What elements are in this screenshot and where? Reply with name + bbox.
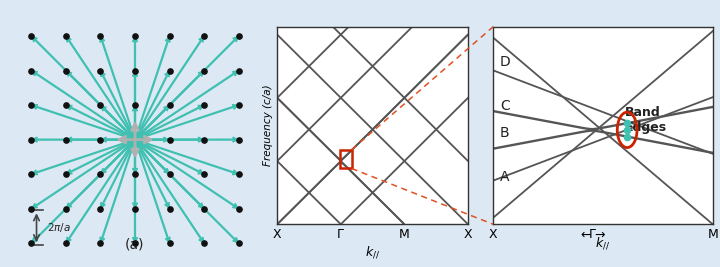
Text: C: C [500, 99, 510, 113]
Text: D: D [500, 55, 510, 69]
X-axis label: $k_{//}$: $k_{//}$ [595, 235, 611, 251]
Text: B: B [500, 126, 510, 140]
Text: $\leftarrow$: $\leftarrow$ [578, 228, 592, 241]
X-axis label: $k_{//}$: $k_{//}$ [365, 244, 380, 260]
Text: A: A [500, 170, 509, 184]
Text: $2\pi/a$: $2\pi/a$ [47, 221, 71, 234]
Text: $\rightarrow$: $\rightarrow$ [592, 228, 606, 241]
Text: $\Gamma$: $\Gamma$ [588, 228, 596, 241]
Text: Band
Edges: Band Edges [625, 105, 667, 134]
Text: (a): (a) [125, 237, 145, 251]
Y-axis label: Frequency (c/a): Frequency (c/a) [263, 85, 273, 166]
Text: M: M [708, 228, 718, 241]
Text: X: X [489, 228, 498, 241]
